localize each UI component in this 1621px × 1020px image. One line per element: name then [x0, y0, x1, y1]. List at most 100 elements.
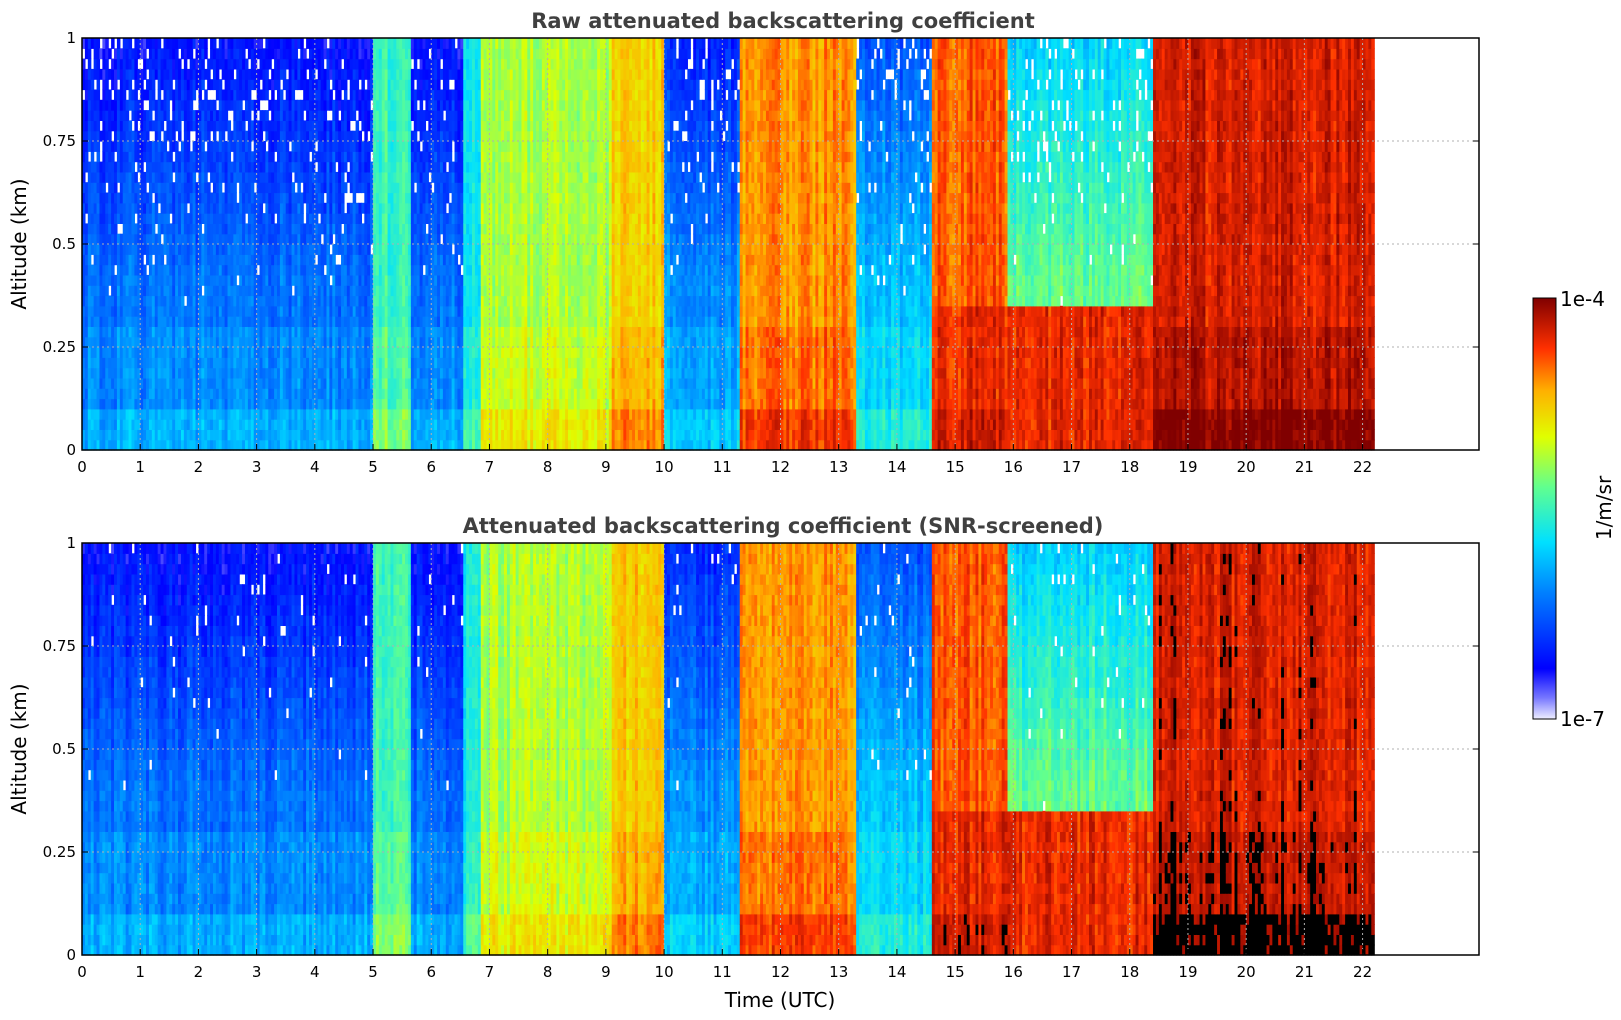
heatmap-cell [228, 151, 232, 162]
heatmap-cell [248, 90, 252, 101]
heatmap-cell [190, 48, 194, 59]
heatmap-cell [193, 90, 197, 101]
heatmap-cell [207, 69, 211, 80]
heatmap-cell [233, 275, 237, 286]
heatmap-cell [97, 151, 101, 162]
heatmap-cell [233, 193, 237, 204]
heatmap-cell [108, 90, 112, 101]
heatmap-cell [163, 141, 167, 152]
heatmap-cell [204, 90, 208, 101]
heatmap-cell [140, 162, 144, 173]
heatmap-cell [219, 182, 223, 193]
heatmap-cell [161, 254, 165, 265]
heatmap-cell [131, 162, 135, 173]
heatmap-cell [198, 223, 202, 234]
heatmap-cell [102, 182, 106, 193]
heatmap-cell [251, 182, 255, 193]
heatmap-cell [161, 120, 165, 131]
heatmap-cell [152, 223, 156, 234]
heatmap-cell [242, 213, 246, 224]
heatmap-cell [248, 110, 252, 121]
heatmap-cell [143, 48, 147, 59]
heatmap-cell [172, 131, 176, 142]
heatmap-cell [248, 141, 252, 152]
heatmap-cell [149, 193, 153, 204]
heatmap-cell [152, 79, 156, 90]
heatmap-cell [129, 120, 133, 131]
heatmap-cell [105, 38, 109, 49]
heatmap-cell [149, 254, 153, 265]
heatmap-cell [117, 38, 121, 49]
heatmap-cell [190, 100, 194, 111]
heatmap-cell [97, 79, 101, 90]
heatmap-cell [187, 131, 191, 142]
heatmap-cell [193, 172, 197, 183]
heatmap-cell [97, 141, 101, 152]
heatmap-cell [143, 69, 147, 80]
heatmap-cell [146, 131, 150, 142]
heatmap-cell [242, 120, 246, 131]
heatmap-cell [219, 79, 223, 90]
heatmap-cell [184, 203, 188, 214]
heatmap-cell [239, 100, 243, 111]
heatmap-cell [213, 38, 217, 49]
heatmap-cell [155, 203, 159, 214]
heatmap-cell [204, 38, 208, 49]
heatmap-cell [225, 110, 229, 121]
heatmap-cell [149, 110, 153, 121]
heatmap-cell [85, 151, 89, 162]
heatmap-cell [204, 48, 208, 59]
heatmap-cell [277, 79, 281, 90]
heatmap-cell [242, 48, 246, 59]
heatmap-cell [169, 79, 173, 90]
heatmap-cell [143, 182, 147, 193]
heatmap-cell [178, 120, 182, 131]
heatmap-cell [105, 79, 109, 90]
heatmap-cell [198, 90, 202, 101]
heatmap-cell [213, 100, 217, 111]
heatmap-cell [114, 223, 118, 234]
heatmap-cell [129, 38, 133, 49]
heatmap-cell [114, 182, 118, 193]
heatmap-cell [265, 110, 269, 121]
heatmap-cell [158, 38, 162, 49]
heatmap-cell [201, 141, 205, 152]
heatmap-cell [178, 131, 182, 142]
heatmap-cell [88, 48, 92, 59]
heatmap-cell [178, 59, 182, 70]
heatmap-cell [105, 59, 109, 70]
heatmap-cell [166, 213, 170, 224]
heatmap-cell [228, 120, 232, 131]
heatmap-cell [97, 90, 101, 101]
heatmap-cell [169, 172, 173, 183]
heatmap-cell [108, 131, 112, 142]
heatmap-cell [257, 79, 261, 90]
backscatter-figure: Raw attenuated backscattering coefficien… [0, 0, 1621, 1020]
heatmap-cell [271, 213, 275, 224]
heatmap-cell [97, 38, 101, 49]
heatmap-cell [201, 79, 205, 90]
heatmap-cell [140, 254, 144, 265]
heatmap-cell [213, 131, 217, 142]
heatmap-cell [158, 90, 162, 101]
heatmap-cell [222, 131, 226, 142]
heatmap-cell [233, 182, 237, 193]
heatmap-cell [268, 59, 272, 70]
heatmap-cell [131, 213, 135, 224]
heatmap-cell [158, 131, 162, 142]
heatmap-cell [265, 90, 269, 101]
heatmap-cell [152, 90, 156, 101]
heatmap-cell [230, 69, 234, 80]
heatmap-cell [88, 254, 92, 265]
heatmap-cell [166, 110, 170, 121]
heatmap-cell [134, 120, 138, 131]
heatmap-cell [184, 59, 188, 70]
heatmap-cell [198, 285, 202, 296]
heatmap-cell [283, 69, 287, 80]
heatmap-cell [245, 59, 249, 70]
heatmap-cell [204, 172, 208, 183]
heatmap-cell [91, 151, 95, 162]
heatmap-cell [111, 265, 115, 276]
heatmap-cell [134, 90, 138, 101]
heatmap-cell [97, 59, 101, 70]
